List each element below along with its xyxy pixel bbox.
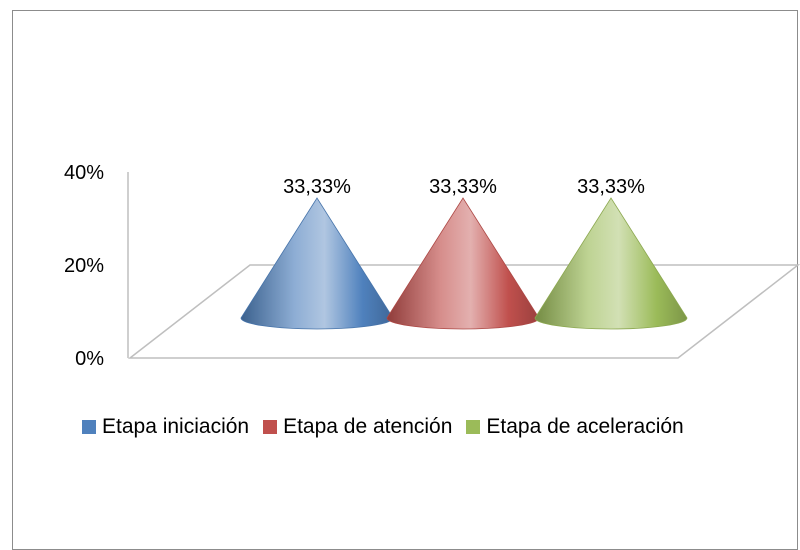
y-tick-label: 20% <box>64 255 104 277</box>
data-labels: 33,33% 33,33% 33,33% <box>283 176 645 198</box>
legend-label: Etapa de atención <box>283 415 453 438</box>
y-axis-ticks: 0% 20% 40% <box>64 162 104 370</box>
legend-item: Etapa iniciación <box>82 415 249 439</box>
cone-2 <box>386 197 540 330</box>
data-label: 33,33% <box>577 176 645 198</box>
legend-label: Etapa iniciación <box>102 415 250 438</box>
legend-swatch <box>466 420 481 434</box>
legend-swatch <box>82 420 96 434</box>
legend-item: Etapa de aceleración <box>466 415 684 439</box>
cone-series <box>240 197 688 330</box>
cone-1 <box>240 197 394 330</box>
data-label: 33,33% <box>283 176 351 198</box>
legend-label: Etapa de aceleración <box>486 415 684 438</box>
cone-3 <box>534 197 688 330</box>
legend-swatch <box>263 420 278 434</box>
legend-item: Etapa de atención <box>263 415 452 439</box>
y-tick-label: 0% <box>75 348 104 370</box>
data-label: 33,33% <box>429 176 497 198</box>
y-tick-label: 40% <box>64 162 104 184</box>
legend: Etapa iniciación Etapa de atención Etapa d… <box>82 412 698 442</box>
